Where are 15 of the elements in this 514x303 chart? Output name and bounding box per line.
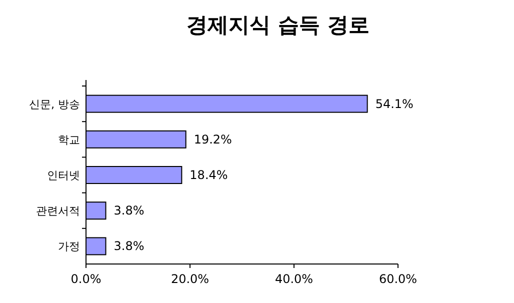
x-tick-label: 40.0%	[274, 272, 314, 286]
chart-title: 경제지식 습득 경로	[186, 13, 370, 37]
data-label: 3.8%	[114, 239, 144, 254]
data-label: 54.1%	[375, 96, 414, 111]
y-tick-label: 학교	[58, 133, 80, 146]
x-tick-label: 20.0%	[170, 272, 210, 286]
y-tick-label: 가정	[58, 240, 80, 254]
x-tick-label: 0.0%	[70, 272, 102, 286]
data-label: 3.8%	[114, 204, 144, 218]
data-label: 18.4%	[190, 168, 228, 182]
data-label: 19.2%	[194, 132, 232, 146]
y-tick-label: 관련서적	[36, 204, 80, 218]
x-tick-label: 60.0%	[378, 272, 418, 286]
y-tick-label: 인터넷	[47, 169, 80, 182]
y-tick-label: 신문, 방송	[29, 98, 80, 111]
